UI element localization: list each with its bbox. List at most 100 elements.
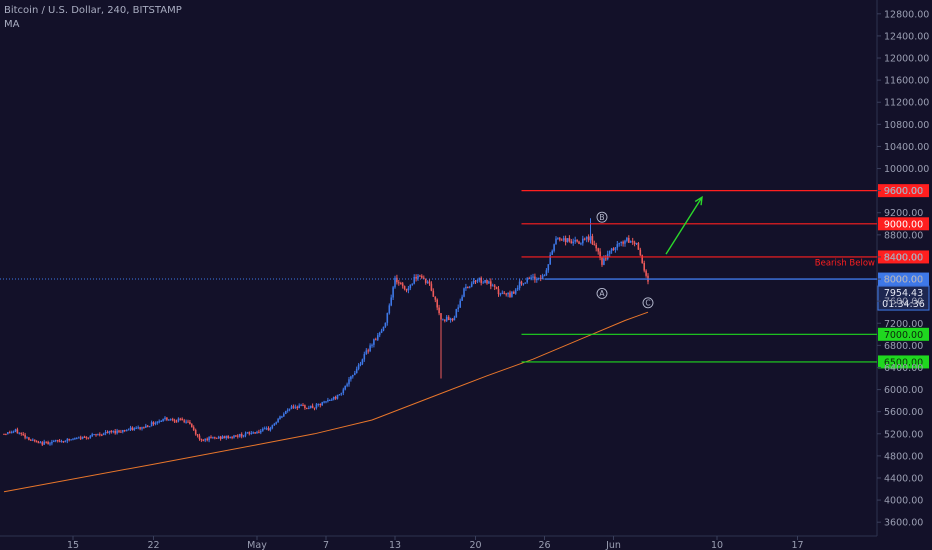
candle-body [618,243,620,245]
last-price-text: 7954.43 [884,288,923,299]
candle-body [246,432,249,434]
candle-body [235,435,237,437]
candle-body [426,281,429,283]
candle-body [145,425,147,428]
candle-body [254,432,256,434]
candle-body [250,433,253,434]
candle-body [269,428,272,431]
candle-body [390,297,392,306]
candle-body [166,417,168,420]
candles-layer [3,218,649,446]
projection-arrow-head [694,195,703,206]
candle-body [628,238,630,243]
candle-body [405,289,408,291]
candle-body [530,277,532,279]
candle-body [545,270,548,276]
candle-body [208,436,210,441]
candle-body [536,279,538,281]
price-axis[interactable]: 3600.00 4000.00 4400.00 4800.00 5200.00 5600.… [877,9,929,529]
indicator-label[interactable]: MA [4,19,20,30]
candle-body [378,332,381,336]
price-tick-label: 11200.00 [884,98,929,109]
price-tick-label: 6800.00 [884,341,923,352]
candle-body [39,442,42,444]
candle-body [599,251,601,258]
candle-body [505,293,507,295]
candle-body [33,439,36,441]
candle-body [300,405,302,407]
candle-body [58,440,61,442]
candle-body [244,433,247,436]
candle-body [438,307,440,314]
candle-body [459,300,461,308]
candle-body [384,322,387,327]
candle-body [210,436,212,438]
symbol-title[interactable]: Bitcoin / U.S. Dollar, 240, BITSTAMP [4,5,182,16]
price-tick-label: 12000.00 [884,54,929,65]
time-tick-label: 15 [67,540,79,550]
candle-body [549,254,551,265]
candle-body [3,433,5,435]
candle-body [591,236,594,244]
candle-body [509,292,511,297]
candle-body [206,438,208,441]
candle-body [574,240,576,242]
wave-b-circle [596,211,608,223]
candle-body [511,291,513,297]
candle-body [114,431,116,434]
support-6500-tag-text: 6500.00 [884,357,923,368]
candle-body [488,281,490,284]
bearish-below-label: Bearish Below [815,258,875,268]
time-tick-label: 26 [538,540,550,550]
candle-body [392,287,394,298]
candle-body [308,407,310,409]
candle-body [467,286,469,288]
candle-body [102,433,105,435]
candle-body [321,402,323,406]
candle-body [315,404,318,408]
candle-body [171,419,174,421]
candle-body [461,296,463,301]
candle-body [409,284,412,289]
candle-body [116,430,118,434]
candle-body [419,275,421,277]
candle-body [313,407,316,409]
candle-body [87,437,90,439]
resistance-9000-tag [878,217,929,231]
candle-body [373,339,375,345]
candle-body [5,434,7,436]
resistance-9600-tag [878,184,929,198]
price-tick-label: 12800.00 [884,9,929,20]
candle-body [298,405,300,409]
candle-body [363,354,366,360]
candle-body [47,442,49,445]
candle-body [566,238,569,243]
wave-c-label: C [645,298,650,307]
candle-body [127,429,130,431]
candle-body [26,437,28,439]
candle-body [398,282,400,284]
price-tick-label: 3600.00 [884,518,923,529]
candle-body [401,283,404,287]
candle-body [495,287,498,289]
candle-body [237,435,239,437]
candle-body [135,427,137,429]
candle-body [106,432,109,433]
wave-b-label: B [599,213,604,222]
candle-body [181,418,183,421]
candle-body [507,292,509,295]
time-axis[interactable]: 15 22 May 7 13 20 26 Jun 10 17 [67,536,804,550]
candle-body [365,350,368,355]
last-price-tag [877,285,930,311]
support-7000-tag-text: 7000.00 [884,330,923,341]
candle-body [62,441,65,443]
candle-body [139,427,141,429]
candle-body [350,376,352,380]
candle-body [177,418,180,422]
time-tick-label: Jun [605,540,621,550]
candle-body [622,241,624,244]
candle-body [262,428,264,431]
candle-body [64,441,67,443]
candle-body [93,434,95,436]
